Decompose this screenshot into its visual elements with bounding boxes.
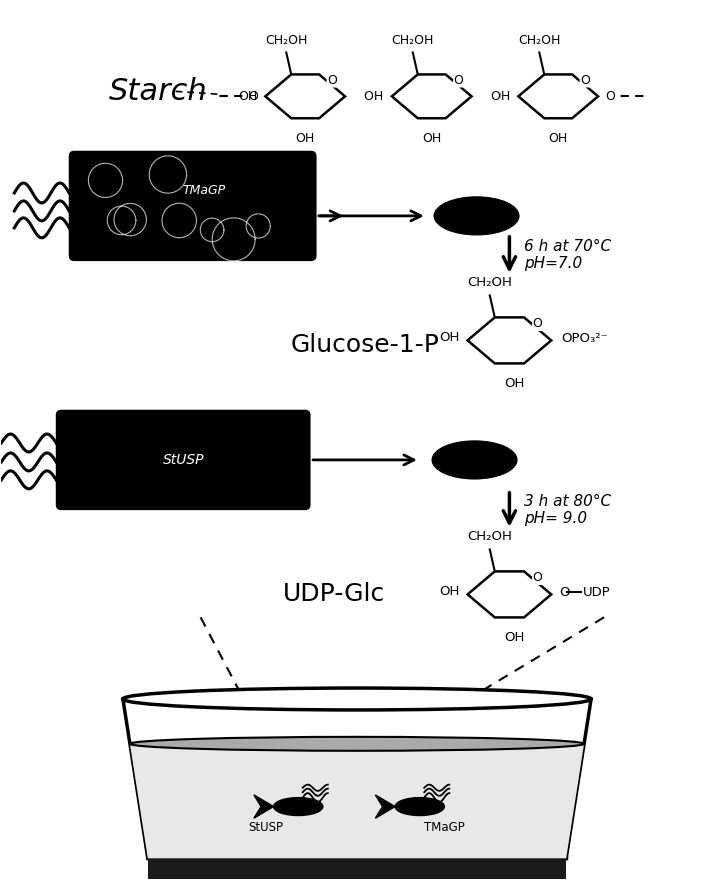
Text: O: O [533, 317, 543, 330]
Ellipse shape [395, 797, 445, 816]
Polygon shape [254, 795, 274, 818]
Text: CH₂OH: CH₂OH [468, 530, 512, 544]
Text: CH₂OH: CH₂OH [468, 277, 512, 290]
Ellipse shape [434, 197, 519, 235]
Text: StUSP: StUSP [162, 453, 204, 467]
FancyBboxPatch shape [70, 152, 315, 260]
Ellipse shape [128, 691, 586, 707]
Text: 6 h at 70°C
pH=7.0: 6 h at 70°C pH=7.0 [524, 239, 611, 271]
Text: O: O [249, 90, 258, 103]
Polygon shape [265, 74, 345, 118]
Text: StUSP: StUSP [248, 820, 283, 833]
Text: 3 h at 80°C
pH= 9.0: 3 h at 80°C pH= 9.0 [524, 493, 611, 526]
Text: O: O [559, 586, 570, 599]
Text: OH: OH [439, 585, 460, 598]
Text: CH₂OH: CH₂OH [392, 33, 434, 47]
Polygon shape [392, 74, 472, 118]
Text: O: O [327, 74, 337, 87]
Text: OH: OH [491, 90, 511, 103]
Text: OPO₃²⁻: OPO₃²⁻ [561, 332, 608, 344]
Text: OH: OH [422, 132, 441, 145]
Polygon shape [375, 795, 395, 818]
Text: O: O [454, 74, 463, 87]
Text: OH: OH [295, 132, 315, 145]
Text: CH₂OH: CH₂OH [518, 33, 561, 47]
Text: OH: OH [365, 90, 384, 103]
Text: OH: OH [238, 90, 257, 103]
Text: O: O [490, 90, 500, 103]
Text: Starch: Starch [109, 77, 208, 106]
FancyBboxPatch shape [57, 411, 309, 508]
Text: O: O [605, 90, 615, 103]
Text: OH: OH [548, 132, 568, 145]
Text: OH: OH [504, 377, 525, 390]
Text: TMaGP: TMaGP [424, 820, 465, 833]
Text: Glucose-1-P: Glucose-1-P [290, 333, 439, 358]
Ellipse shape [130, 737, 584, 751]
Polygon shape [148, 859, 566, 880]
Polygon shape [468, 572, 551, 618]
Polygon shape [468, 317, 551, 363]
Text: O: O [580, 74, 590, 87]
Text: UDP-Glc: UDP-Glc [283, 582, 385, 606]
Text: CH₂OH: CH₂OH [265, 33, 307, 47]
Polygon shape [518, 74, 598, 118]
Text: UDP: UDP [583, 586, 611, 599]
Polygon shape [130, 744, 584, 858]
Text: O: O [533, 572, 543, 584]
Text: OH: OH [439, 331, 460, 344]
Text: TMaGP: TMaGP [183, 184, 226, 197]
Ellipse shape [274, 797, 323, 816]
Ellipse shape [123, 688, 591, 710]
Ellipse shape [432, 441, 517, 479]
Text: O: O [363, 90, 373, 103]
Text: OH: OH [504, 632, 525, 644]
